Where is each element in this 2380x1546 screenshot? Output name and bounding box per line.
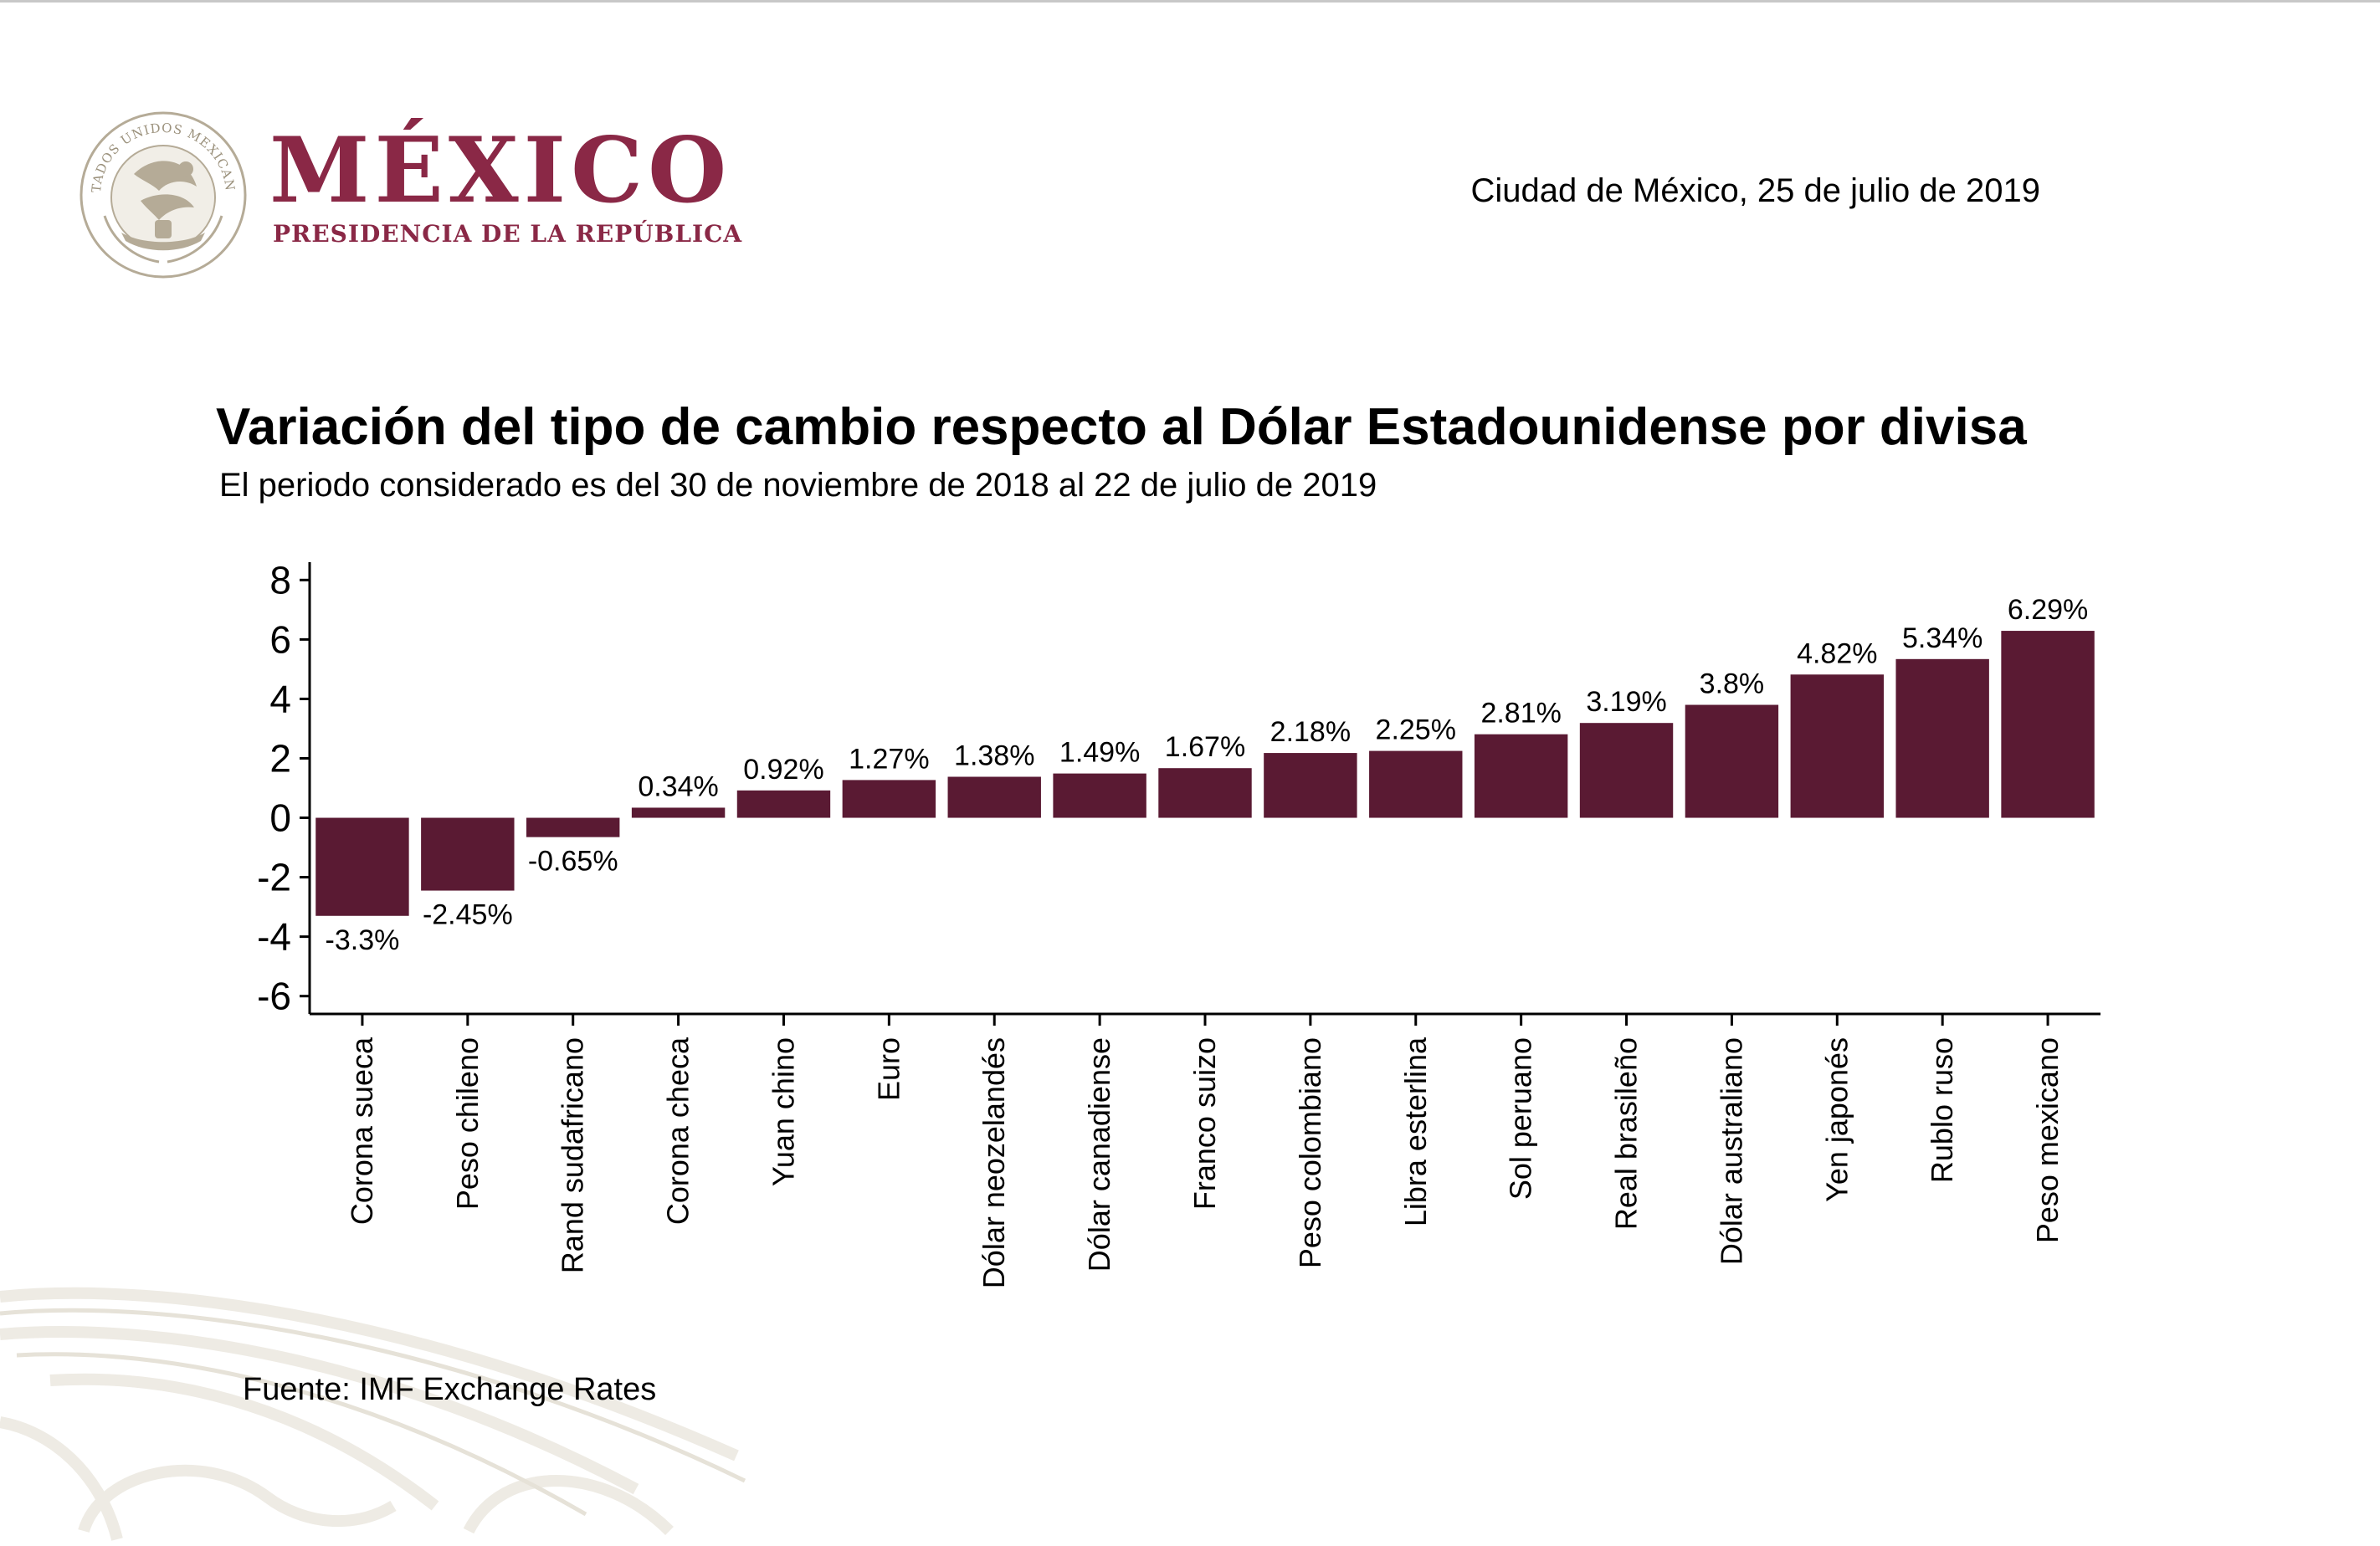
data-label: 2.18% [1270,716,1351,748]
y-tick-label: -2 [257,856,291,899]
bar [1053,773,1146,818]
y-tick-label: 0 [269,796,291,840]
bar [631,807,726,818]
source-note: Fuente: IMF Exchange Rates [243,1372,657,1407]
category-label: Rublo ruso [1925,1037,1959,1183]
category-label: Dólar canadiense [1082,1037,1116,1272]
bar [2001,631,2095,818]
category-label: Corona sueca [345,1037,379,1225]
category-label: Yen japonés [1819,1037,1854,1202]
category-label: Rand sudafricano [556,1037,590,1273]
brand-subtitle: PRESIDENCIA DE LA REPÚBLICA [273,220,743,248]
bar [1158,768,1252,818]
data-label: 3.19% [1586,686,1666,718]
data-label: 5.34% [1902,622,1982,654]
y-tick-label: -4 [257,915,291,959]
category-label: Euro [871,1037,905,1101]
data-label: 2.81% [1480,698,1561,729]
data-label: 3.8% [1700,668,1765,700]
bar [1685,704,1779,818]
category-label: Peso chileno [450,1037,485,1210]
page-header: ESTADOS UNIDOS MEXICANOS MÉXICO PRESIDEN… [0,0,2380,335]
data-label: 1.49% [1059,737,1140,769]
dateline: Ciudad de México, 25 de julio de 2019 [1470,172,2040,209]
bar [1474,734,1568,818]
data-label: 1.27% [849,743,929,775]
y-tick-label: 4 [269,677,291,720]
category-label: Peso colombiano [1293,1037,1327,1268]
bar [1264,753,1357,818]
brand-name: MÉXICO [269,118,732,223]
bar [1579,723,1674,818]
chart-subtitle: El periodo considerado es del 30 de novi… [219,467,1377,504]
category-label: Libra esterlina [1398,1037,1433,1226]
bar-chart: 8 6 4 2 0 -2 -4 -6 -3.3% Corona sueca -2.45% Peso c… [257,558,2100,1288]
data-label: 6.29% [2008,594,2088,626]
data-label: -2.45% [423,899,513,931]
data-label: 4.82% [1797,637,1877,669]
data-label: -3.3% [326,924,400,956]
bar [526,817,620,837]
y-tick-label: 8 [269,558,291,602]
bar [421,817,515,891]
data-label: 1.38% [954,740,1034,772]
background-watermark-decoration [0,1287,746,1541]
bar [1369,750,1463,818]
data-label: 2.25% [1376,714,1456,746]
bar [1790,674,1884,818]
category-label: Corona checa [661,1037,695,1225]
category-label: Dólar neozelandés [977,1037,1011,1288]
data-label: -0.65% [528,846,618,878]
category-label: Franco suizo [1187,1037,1222,1210]
bar [1895,658,1989,818]
data-label: 0.34% [638,770,718,802]
category-label: Sol peruano [1504,1037,1538,1200]
bar [315,817,409,916]
category-label: Real brasileño [1609,1037,1644,1230]
y-tick-label: 6 [269,617,291,661]
data-label: 0.92% [743,754,823,786]
bar [842,780,936,818]
category-label: Dólar australiano [1714,1037,1748,1265]
y-tick-label: -6 [257,975,291,1018]
top-border [0,0,2380,3]
data-label: 1.67% [1165,731,1245,763]
y-tick-label: 2 [269,736,291,780]
bar [736,790,831,818]
category-label: Peso mexicano [2030,1037,2065,1243]
bar [947,776,1041,818]
coat-of-arms-seal: ESTADOS UNIDOS MEXICANOS [75,107,247,279]
category-label: Yuan chino [766,1037,800,1186]
chart-title: Variación del tipo de cambio respecto al… [216,398,2027,456]
